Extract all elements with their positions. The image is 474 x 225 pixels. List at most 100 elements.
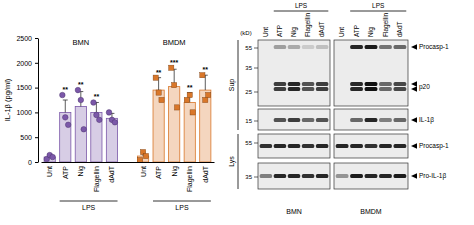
point [172, 83, 177, 88]
significance: ** [63, 86, 69, 93]
band [288, 82, 300, 86]
bar [169, 87, 180, 162]
point [94, 112, 100, 118]
y-tick-label: 1000 [16, 109, 32, 116]
mw-tick [254, 48, 258, 49]
y-tick-mark [35, 137, 38, 138]
lane-label: Flagellin [382, 12, 390, 37]
cell-label: BMN [286, 208, 302, 215]
blot-panel [258, 109, 330, 130]
x-tick-label: Nig [77, 166, 85, 177]
band [316, 118, 328, 122]
blot-panel [258, 163, 330, 189]
figure: 05001000150020002500UntATPNigFlagellindA… [0, 0, 474, 225]
band [394, 82, 407, 86]
band-label: p20 [419, 83, 430, 91]
x-tick: dAdT [108, 162, 115, 183]
mw-tick [254, 177, 258, 178]
y-tick-mark [35, 38, 38, 39]
band [336, 118, 349, 122]
x-tick: ATP [155, 162, 162, 179]
lane-label: Unt [262, 27, 269, 37]
band [394, 87, 407, 91]
band [288, 87, 300, 91]
y-tick: 2500 [16, 35, 38, 42]
band [379, 118, 392, 122]
mw-header: (kD) [240, 30, 251, 36]
point [75, 87, 81, 93]
bar [184, 102, 195, 162]
significance: ** [187, 84, 193, 91]
error-bar [65, 100, 66, 112]
point [156, 90, 161, 95]
mw-label: 55 [245, 45, 252, 51]
fraction-label: Lys [228, 156, 236, 167]
band [260, 45, 272, 49]
point [96, 117, 102, 123]
significance: *** [170, 59, 178, 66]
lane-label: Nig [367, 27, 375, 37]
band [394, 144, 407, 148]
band [379, 87, 392, 91]
point [169, 65, 174, 70]
lane-label: ATP [353, 25, 360, 37]
y-tick: 1500 [16, 84, 38, 91]
y-tick-label: 1500 [16, 84, 32, 91]
y-tick-mark [35, 63, 38, 64]
significance: ** [94, 93, 100, 100]
band [379, 174, 392, 178]
y-tick: 500 [20, 134, 38, 141]
point [62, 115, 68, 121]
y-tick-mark [35, 162, 38, 163]
point [190, 110, 195, 115]
blot-panel [334, 134, 408, 158]
band [350, 87, 363, 91]
band [274, 82, 286, 86]
band-arrow [411, 143, 417, 149]
band [302, 45, 314, 49]
x-tick-label: Flagellin [186, 166, 194, 192]
fraction-label: Sup [228, 79, 236, 92]
band [302, 174, 314, 178]
y-tick-mark [35, 88, 38, 89]
band-arrow [411, 81, 417, 87]
x-tick: Flagellin [93, 162, 101, 192]
point [153, 75, 158, 80]
band [336, 82, 349, 86]
error-cap [63, 100, 68, 101]
point [91, 100, 97, 106]
point [50, 154, 56, 160]
plot-marks [44, 65, 211, 162]
band [274, 174, 286, 178]
band-arrow [411, 86, 417, 92]
band-arrow [411, 117, 417, 123]
treatment-label: LPS [372, 2, 385, 9]
x-tick: dAdT [202, 162, 209, 183]
band [260, 82, 272, 86]
blot-panel [334, 163, 408, 189]
point [138, 157, 143, 162]
point [203, 97, 208, 102]
band-label: Procasp-1 [419, 43, 449, 51]
group-title: BMDM [163, 38, 186, 47]
point [200, 73, 205, 78]
bar [75, 106, 86, 162]
point [112, 120, 118, 126]
group-label: LPS [175, 204, 189, 211]
x-tick-label: Nig [171, 166, 179, 177]
treatment-bracket [350, 11, 406, 12]
band [316, 174, 328, 178]
x-tick: Flagellin [186, 162, 194, 192]
band [260, 118, 272, 122]
band [350, 144, 363, 148]
lane-label: dAdT [396, 21, 403, 37]
x-axis: UntATPNigFlagellindAdTUntATPNigFlagellin… [42, 162, 215, 192]
x-tick-label: dAdT [202, 165, 209, 182]
band [379, 82, 392, 86]
band [365, 45, 378, 49]
band-label: Pro-IL-1β [419, 172, 446, 180]
band [274, 144, 286, 148]
point [143, 153, 148, 158]
lane-label: Nig [290, 27, 298, 37]
band [394, 45, 407, 49]
